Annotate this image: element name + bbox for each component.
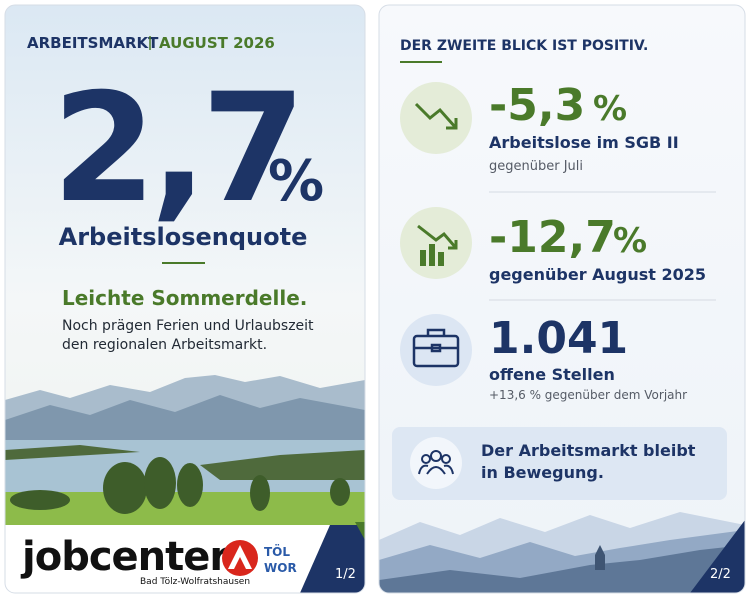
logo-badge: WOR — [264, 561, 297, 575]
corner-accent — [300, 525, 365, 593]
stat-value: 1.041 — [489, 313, 628, 364]
trend-down-icon — [414, 102, 458, 130]
stat-value: -5,3 — [489, 80, 585, 131]
body-line: den regionalen Arbeitsmarkt. — [62, 337, 267, 353]
logo-emblem-mark — [228, 545, 252, 569]
stat-value: -12,7 — [489, 212, 616, 263]
stat-label: gegenüber August 2025 — [489, 265, 706, 284]
banner-line: in Bewegung. — [481, 463, 604, 482]
banner — [392, 427, 727, 500]
trees — [10, 457, 350, 514]
bar-chart-icon — [420, 244, 444, 266]
logo-name: jobcenter — [20, 534, 229, 580]
page-number: 2/2 — [710, 567, 731, 582]
rate-unit: % — [268, 149, 324, 214]
body-line: Noch prägen Ferien und Urlaubszeit — [62, 318, 314, 334]
stat-unit: % — [593, 89, 627, 129]
banner-line: Der Arbeitsmarkt bleibt — [481, 441, 696, 460]
stat-note: gegenüber Juli — [489, 159, 583, 174]
page-number: 1/2 — [335, 567, 356, 582]
briefcase-icon — [412, 328, 460, 368]
right-title: DER ZWEITE BLICK IST POSITIV. — [400, 38, 648, 54]
stat-label: offene Stellen — [489, 365, 615, 384]
left-card-border — [4, 4, 366, 594]
headline: Leichte Sommerdelle. — [62, 286, 307, 310]
rate-value: 2,7 — [52, 62, 300, 236]
icon-circle — [400, 82, 472, 154]
church — [595, 545, 605, 570]
icon-circle — [400, 207, 472, 279]
logo-region: Bad Tölz-Wolfratshausen — [140, 577, 250, 587]
header-topic: ARBEITSMARKT — [27, 34, 159, 52]
shore-forest — [5, 445, 365, 480]
mountains-near — [379, 545, 745, 593]
stat-label: Arbeitslose im SGB II — [489, 133, 679, 152]
people-icon — [418, 450, 454, 475]
stat-unit: % — [613, 221, 647, 261]
icon-circle — [410, 437, 462, 489]
corner-accent — [690, 520, 745, 593]
corner-accent-green — [355, 522, 365, 540]
trend-down-arrow — [417, 224, 458, 250]
right-card-border — [378, 4, 746, 594]
header-month: AUGUST 2026 — [159, 34, 275, 52]
logo-badge: TÖL — [264, 544, 290, 559]
rate-label: Arbeitslosenquote — [59, 223, 308, 251]
stat-note: +13,6 % gegenüber dem Vorjahr — [489, 388, 687, 402]
